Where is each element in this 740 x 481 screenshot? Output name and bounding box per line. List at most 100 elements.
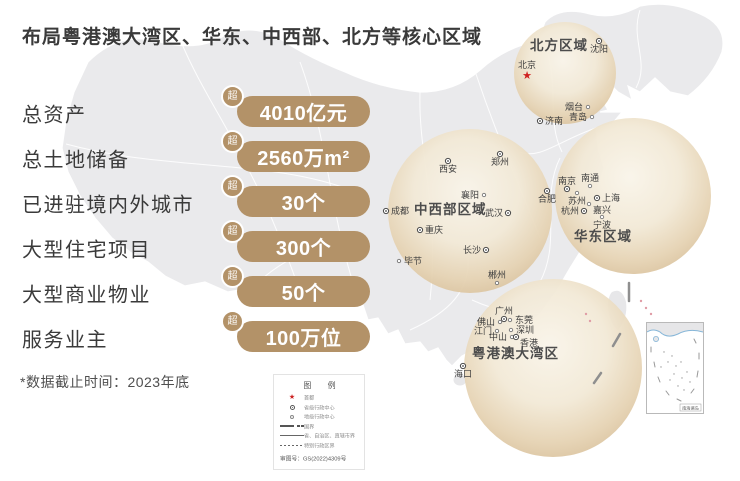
legend-title: 图 例 [303, 381, 343, 390]
city-label: 烟台 [565, 101, 583, 112]
inset-map: 南海诸岛 [646, 323, 704, 411]
legend-item-label: 地级行政中心 [304, 415, 335, 421]
legend-symbol-line-province [280, 435, 304, 437]
city-label: 苏州 [568, 195, 586, 206]
line-national-icon [280, 425, 304, 428]
city-marker [508, 327, 514, 333]
city-marker [587, 183, 593, 189]
map-legend: 图 例 ★ 首都省级行政中心 地级行政中心 国界省、自治区、直辖市界 特别行政区界 审图… [273, 374, 365, 470]
city-label: 长沙 [463, 244, 481, 255]
city-label: 成都 [391, 205, 409, 216]
region-circle [388, 129, 552, 293]
exceed-badge: 超 [221, 85, 244, 108]
city-label: 西安 [439, 163, 457, 174]
stat-row-land-reserve: 总土地储备 超 2560万m² [0, 130, 390, 174]
map-approval-number: 审图号：GS(2022)4309号 [280, 456, 347, 463]
inset-islands [660, 351, 691, 391]
city-label: 香港 [520, 337, 538, 348]
inset-label: 南海诸岛 [682, 404, 699, 411]
city-label: 郑州 [491, 156, 509, 167]
city-label: 广州 [495, 305, 513, 316]
legend-item-label: 国界 [304, 424, 315, 431]
line-sar-icon [280, 444, 304, 446]
stat-label: 大型住宅项目 [22, 239, 151, 261]
legend-item-line-province: 省、自治区、直辖市界 [280, 431, 359, 441]
city-label: 佛山 [477, 316, 495, 327]
stat-label: 已进驻境内外城市 [22, 194, 194, 216]
stat-value-pill: 100万位 [237, 321, 370, 352]
city-label: 海口 [454, 368, 472, 379]
legend-item-line-sar: 特别行政区界 [280, 441, 359, 451]
reef-dots [584, 299, 653, 323]
stat-value-pill: 30个 [237, 186, 370, 217]
province-capital-marker-dot [485, 249, 487, 251]
province-capital-marker-dot [566, 188, 568, 190]
province-capital-marker-dot [598, 40, 600, 42]
capital-star-icon: ★ [522, 70, 532, 82]
stat-row-total-assets: 总资产 超 4010亿元 [0, 85, 390, 129]
legend-item-label: 省级行政中心 [304, 405, 335, 412]
city-label: 嘉兴 [593, 204, 611, 215]
province-capital-marker-dot [385, 210, 387, 212]
city-marker [586, 201, 592, 207]
province-capital-marker-dot [499, 153, 501, 155]
city-label: 上海 [602, 192, 620, 203]
legend-item-label: 特别行政区界 [304, 443, 335, 450]
legend-item-label: 省、自治区、直辖市界 [304, 434, 356, 440]
legend-symbol-star: ★ [280, 394, 304, 401]
city-marker [599, 214, 605, 220]
exceed-badge: 超 [221, 310, 244, 333]
stat-row-commercial-properties: 大型商业物业 超 50个 [0, 265, 390, 309]
province-capital-marker-dot [462, 365, 464, 367]
city-marker [494, 328, 500, 334]
legend-symbol-prov [280, 404, 304, 410]
province-capital-marker-dot [596, 197, 598, 199]
exceed-badge: 超 [221, 130, 244, 153]
inset-dash-line [650, 338, 700, 402]
region-label: 北方区域 [530, 37, 588, 53]
region-circle [514, 22, 616, 124]
legend-symbol-line-national [280, 425, 304, 428]
stat-value-pill: 300个 [237, 231, 370, 262]
prov-icon [289, 404, 295, 410]
legend-symbol-line-sar [280, 444, 304, 446]
legend-item-city: 地级行政中心 [280, 412, 359, 422]
exceed-badge: 超 [221, 220, 244, 243]
legend-symbol-city [280, 414, 304, 419]
legend-item-prov: 省级行政中心 [280, 403, 359, 413]
city-label: 沈阳 [590, 43, 608, 54]
city-label: 郴州 [488, 269, 506, 280]
province-capital-marker-dot [447, 160, 449, 162]
city-marker [494, 280, 500, 286]
page-title: 布局粤港澳大湾区、华东、中西部、北方等核心区域 [22, 27, 483, 48]
province-capital-marker-dot [507, 212, 509, 214]
city-label: 南通 [581, 172, 599, 183]
stat-row-cities-entered: 已进驻境内外城市 超 30个 [0, 175, 390, 219]
province-capital-marker-dot [539, 120, 541, 122]
city-label: 济南 [545, 115, 563, 126]
province-capital-marker-dot [419, 229, 421, 231]
exceed-badge: 超 [221, 265, 244, 288]
exceed-badge: 超 [221, 175, 244, 198]
region-circle [464, 279, 642, 457]
legend-item-label: 首都 [304, 396, 315, 402]
city-label: 北京 [518, 59, 536, 70]
south-china-sea-inset: 南海诸岛 [646, 322, 704, 414]
stat-value-pill: 2560万m² [237, 141, 370, 172]
city-label: 襄阳 [461, 189, 479, 200]
city-marker [574, 190, 580, 196]
stat-label: 总资产 [22, 104, 87, 126]
city-label: 毕节 [404, 255, 422, 266]
legend-item-star: ★ 首都 [280, 393, 359, 403]
city-marker [481, 192, 487, 198]
star-icon: ★ [288, 394, 296, 402]
stat-label: 总土地储备 [22, 149, 130, 171]
stat-value-pill: 4010亿元 [237, 96, 370, 127]
city-icon [290, 414, 294, 419]
stat-row-owners-served: 服务业主 超 100万位 [0, 310, 390, 354]
stat-label: 服务业主 [22, 329, 108, 351]
stat-value-pill: 50个 [237, 276, 370, 307]
region-label: 粤港澳大湾区 [472, 345, 559, 361]
city-label: 武汉 [485, 207, 503, 218]
